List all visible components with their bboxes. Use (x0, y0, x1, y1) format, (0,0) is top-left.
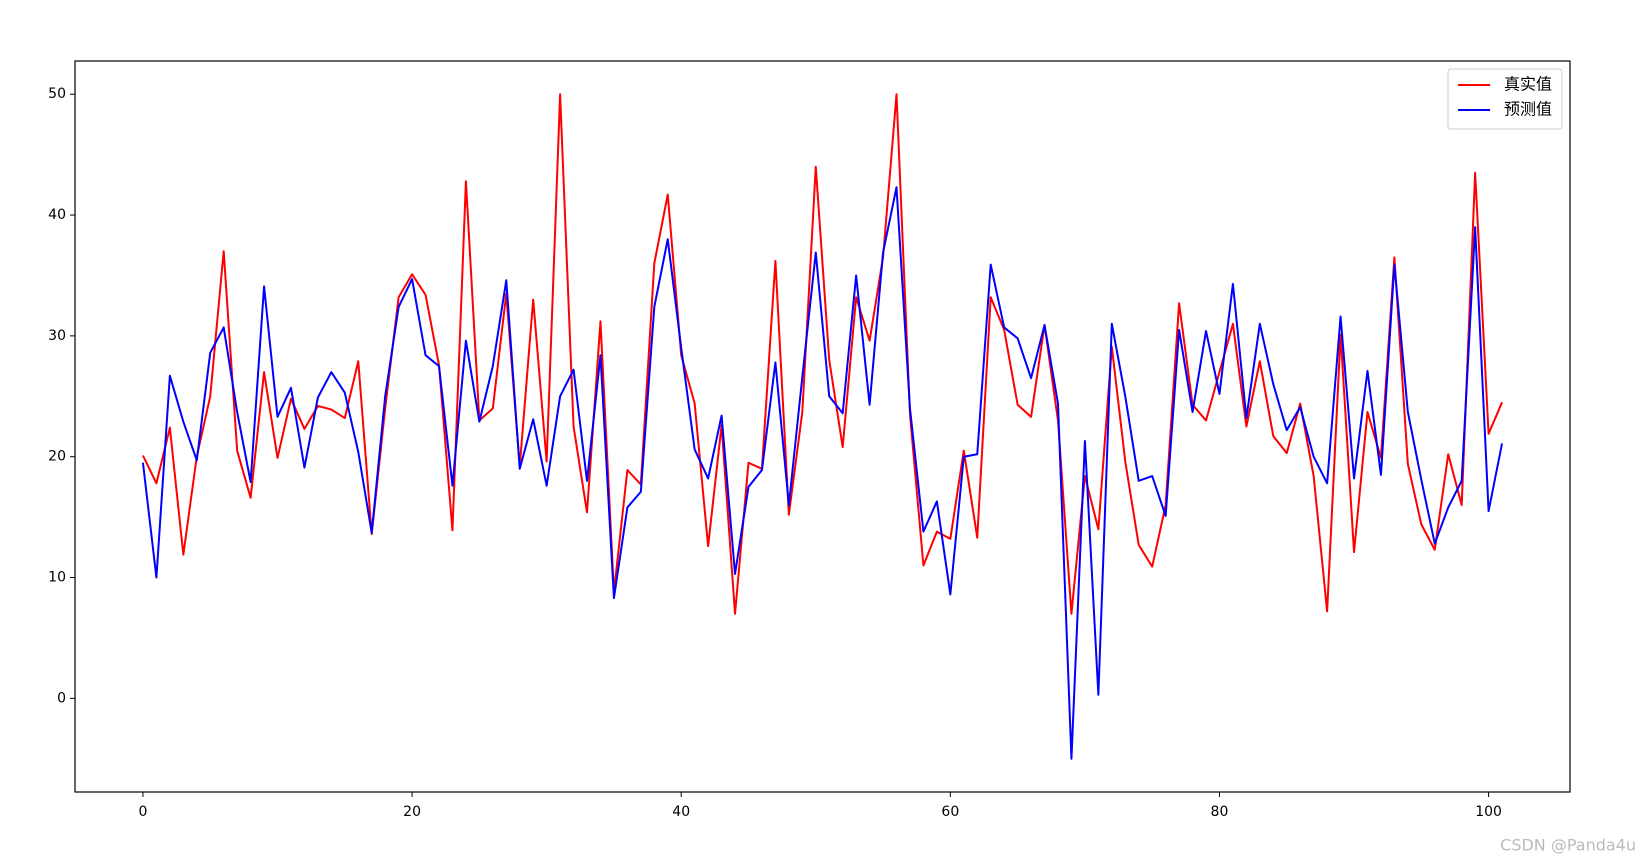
y-tick-label: 40 (48, 207, 66, 223)
x-tick-label: 20 (403, 804, 421, 820)
y-tick-label: 20 (48, 449, 66, 465)
y-tick-label: 0 (57, 690, 66, 706)
x-tick-label: 100 (1475, 804, 1502, 820)
series-line (141, 186, 1504, 760)
legend-label: 真实值 (1504, 75, 1552, 94)
legend-label: 预测值 (1504, 100, 1552, 119)
series-line (142, 93, 1503, 615)
x-tick-label: 60 (941, 804, 959, 820)
x-tick-label: 40 (672, 804, 690, 820)
x-tick-label: 80 (1211, 804, 1229, 820)
y-tick-label: 50 (48, 86, 66, 102)
watermark: CSDN @Panda4u (1500, 836, 1636, 855)
x-tick-label: 0 (138, 804, 147, 820)
y-tick-label: 10 (48, 570, 66, 586)
plot-frame (74, 60, 1571, 793)
y-tick-label: 30 (48, 328, 66, 344)
